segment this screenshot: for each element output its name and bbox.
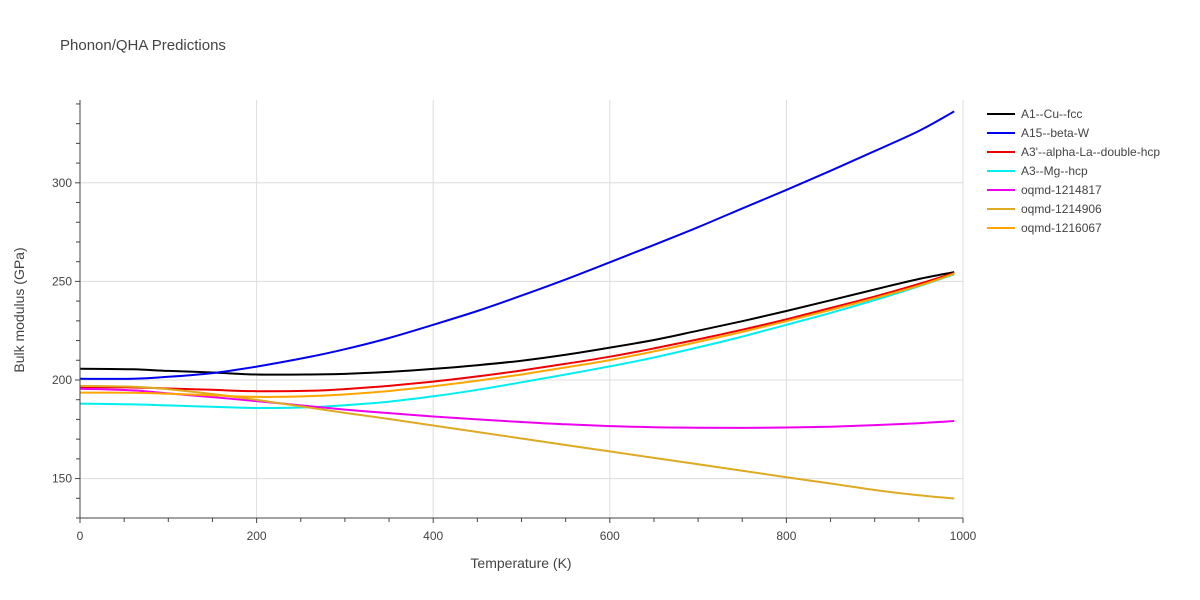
legend-item[interactable]: oqmd-1216067 [987,221,1102,235]
legend-label: A3--Mg--hcp [1021,164,1088,178]
series-line-oqmd-1214817 [79,387,955,429]
legend-label: A15--beta-W [1021,126,1090,140]
legend-item[interactable]: A3--Mg--hcp [987,164,1088,178]
y-axis-ticks: 150 200 250 300 [52,176,72,486]
y-tick-label: 250 [52,274,72,288]
grid-lines [80,100,964,518]
x-tick-label: 600 [600,529,620,543]
x-tick-label: 0 [77,529,84,543]
legend-label: oqmd-1216067 [1021,221,1102,235]
legend-label: A3'--alpha-La--double-hcp [1021,145,1160,159]
legend-item[interactable]: oqmd-1214906 [987,202,1102,216]
x-tick-label: 1000 [950,529,977,543]
series-line-A15--beta-W [79,110,955,380]
series-line-A1--Cu--fcc [79,271,955,376]
legend-label: oqmd-1214906 [1021,202,1102,216]
series-lines [79,110,955,500]
series-line-A3--Mg--hcp [79,273,955,410]
y-axis-title: Bulk modulus (GPa) [11,247,27,372]
legend-label: oqmd-1214817 [1021,183,1102,197]
x-axis-ticks: 0 200 400 600 800 1000 [77,529,977,543]
legend: A1--Cu--fcc A15--beta-W A3'--alpha-La--dou… [987,107,1160,235]
y-tick-label: 200 [52,373,72,387]
x-axis-title: Temperature (K) [470,555,571,571]
legend-item[interactable]: A15--beta-W [987,126,1090,140]
y-tick-label: 300 [52,176,72,190]
legend-label: A1--Cu--fcc [1021,107,1082,121]
chart-title: Phonon/QHA Predictions [60,37,226,54]
axes [75,100,964,523]
x-tick-label: 800 [776,529,796,543]
series-line-A3'--alpha-La--double-hcp [79,272,955,393]
legend-item[interactable]: oqmd-1214817 [987,183,1102,197]
legend-item[interactable]: A3'--alpha-La--double-hcp [987,145,1160,159]
legend-item[interactable]: A1--Cu--fcc [987,107,1082,121]
series-line-oqmd-1216067 [79,272,955,398]
x-tick-label: 200 [247,529,267,543]
x-tick-label: 400 [423,529,443,543]
y-tick-label: 150 [52,472,72,486]
